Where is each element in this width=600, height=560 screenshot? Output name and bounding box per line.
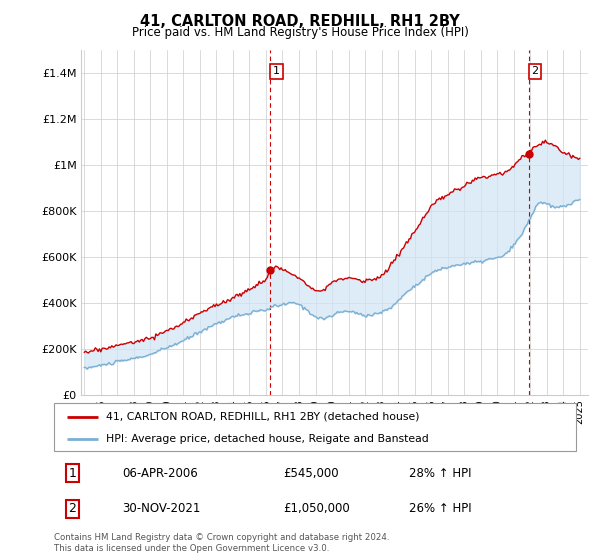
Text: 30-NOV-2021: 30-NOV-2021 bbox=[122, 502, 200, 515]
Text: 2: 2 bbox=[68, 502, 76, 515]
Text: 28% ↑ HPI: 28% ↑ HPI bbox=[409, 466, 472, 480]
Text: Contains HM Land Registry data © Crown copyright and database right 2024.
This d: Contains HM Land Registry data © Crown c… bbox=[54, 533, 389, 553]
Text: 26% ↑ HPI: 26% ↑ HPI bbox=[409, 502, 472, 515]
Text: 41, CARLTON ROAD, REDHILL, RH1 2BY (detached house): 41, CARLTON ROAD, REDHILL, RH1 2BY (deta… bbox=[106, 412, 420, 422]
Text: HPI: Average price, detached house, Reigate and Banstead: HPI: Average price, detached house, Reig… bbox=[106, 434, 429, 444]
Text: 1: 1 bbox=[273, 67, 280, 77]
FancyBboxPatch shape bbox=[54, 403, 576, 451]
Text: 41, CARLTON ROAD, REDHILL, RH1 2BY: 41, CARLTON ROAD, REDHILL, RH1 2BY bbox=[140, 14, 460, 29]
Text: 06-APR-2006: 06-APR-2006 bbox=[122, 466, 197, 480]
Text: Price paid vs. HM Land Registry's House Price Index (HPI): Price paid vs. HM Land Registry's House … bbox=[131, 26, 469, 39]
Text: £1,050,000: £1,050,000 bbox=[284, 502, 350, 515]
Text: 2: 2 bbox=[532, 67, 538, 77]
Text: 1: 1 bbox=[68, 466, 76, 480]
Text: £545,000: £545,000 bbox=[284, 466, 340, 480]
